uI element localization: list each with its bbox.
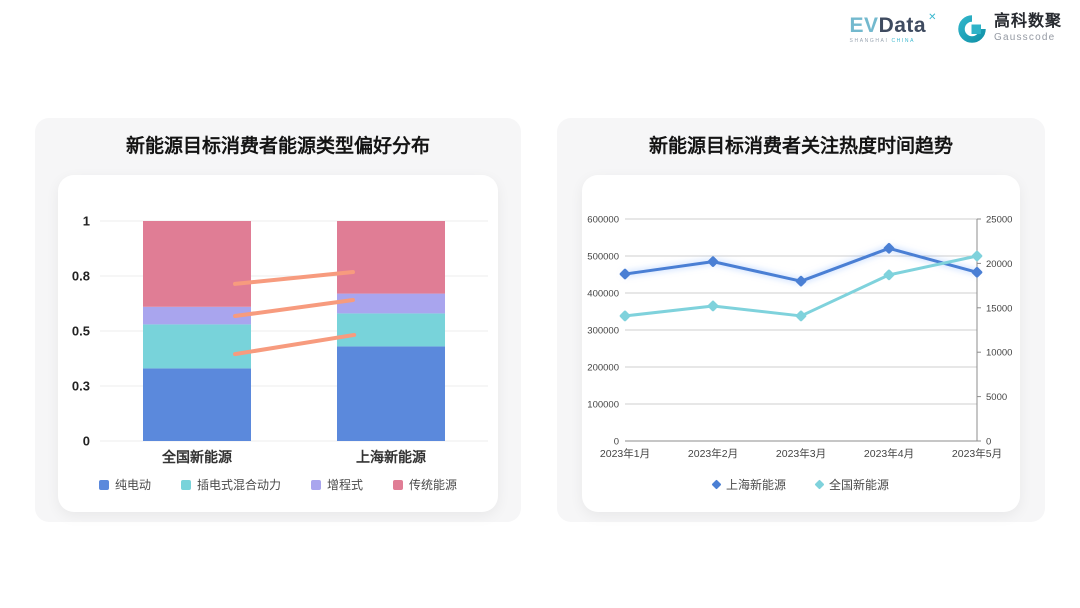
attention-trend-chart-title: 新能源目标消费者关注热度时间趋势 <box>648 136 953 157</box>
legend-diamond-swatch <box>814 479 825 490</box>
bar-segment[interactable] <box>337 313 445 347</box>
bar-segment[interactable] <box>143 324 251 369</box>
left-axis-label: 500000 <box>587 252 619 263</box>
connector-line <box>233 297 355 319</box>
attention-trend-chart-panel: 0 100000 200000 300000 400000 500000 600000 0 50… <box>582 175 1020 512</box>
x-category-label: 上海新能源 <box>356 449 426 465</box>
legend-item-纯电动[interactable]: 纯电动 <box>98 476 151 493</box>
evdata-logo: EV Data ✕ SHANGHAI CHINA <box>849 11 937 44</box>
data-point[interactable] <box>619 310 631 322</box>
legend-swatch <box>311 479 321 490</box>
legend-item-上海新能源[interactable]: 上海新能源 <box>711 476 786 493</box>
right-axis-label: 25000 <box>986 215 1012 226</box>
line-chart-legend: 上海新能源 全国新能源 <box>582 476 1020 493</box>
left-axis-label: 200000 <box>587 363 619 374</box>
legend-label: 全国新能源 <box>829 478 890 492</box>
data-point[interactable] <box>795 275 807 287</box>
legend-swatch <box>180 479 191 490</box>
right-axis-label: 5000 <box>986 392 1007 403</box>
gausscode-logo: 高科数聚 Gausscode <box>957 14 1062 44</box>
evdata-ev-text: EV <box>849 13 879 37</box>
left-axis-label: 100000 <box>587 400 619 411</box>
connector-line <box>233 270 355 286</box>
energy-preference-card: 新能源目标消费者能源类型偏好分布 0 0.3 0.5 0.8 1 全国新能源 上海新能源 纯… <box>35 118 521 522</box>
right-axis-label: 20000 <box>986 259 1012 270</box>
evdata-wordmark: EV Data ✕ <box>849 11 937 37</box>
gausscode-g-icon <box>958 15 986 43</box>
stacked-bar-chart-canvas[interactable]: 0 0.3 0.5 0.8 1 全国新能源 上海新能源 <box>58 175 498 475</box>
legend-label: 传统能源 <box>409 478 458 492</box>
data-point[interactable] <box>619 268 631 280</box>
x-axis-label: 2023年1月 <box>600 447 650 460</box>
left-axis-label: 600000 <box>587 215 619 226</box>
legend-swatch <box>98 479 109 490</box>
legend-swatch <box>393 479 404 490</box>
left-axis-label: 300000 <box>587 326 619 337</box>
bar-segment[interactable] <box>143 306 251 325</box>
bar-segment[interactable] <box>337 346 445 441</box>
evdata-subtext-shanghai: SHANGHAI <box>849 37 889 44</box>
data-point[interactable] <box>971 250 983 262</box>
y-tick-label: 0 <box>83 434 90 449</box>
bar-segment[interactable] <box>143 221 251 307</box>
energy-preference-chart-panel: 0 0.3 0.5 0.8 1 全国新能源 上海新能源 纯电动 插电式混合动力 增程式 传统能源 <box>58 175 498 512</box>
evdata-subtext-china: CHINA <box>891 37 916 44</box>
legend-item-插电式混合动力[interactable]: 插电式混合动力 <box>180 476 281 493</box>
right-axis-label: 0 <box>986 437 991 448</box>
data-point[interactable] <box>971 266 983 278</box>
y-tick-label: 0.3 <box>72 379 90 394</box>
x-axis-label: 2023年3月 <box>776 447 826 460</box>
legend-diamond-swatch <box>711 479 722 490</box>
data-point[interactable] <box>883 269 895 281</box>
data-point[interactable] <box>883 242 895 254</box>
gausscode-text: 高科数聚 Gausscode <box>994 14 1062 43</box>
bar-segment[interactable] <box>337 221 445 294</box>
x-axis-label: 2023年4月 <box>864 447 914 460</box>
legend-item-传统能源[interactable]: 传统能源 <box>393 476 457 493</box>
bar-segment[interactable] <box>143 368 251 441</box>
connector-line <box>233 332 357 357</box>
energy-preference-chart-title: 新能源目标消费者能源类型偏好分布 <box>125 136 430 157</box>
line-chart-canvas[interactable]: 0 100000 200000 300000 400000 500000 600000 0 50… <box>582 175 1020 475</box>
left-axis-label: 400000 <box>587 289 619 300</box>
data-point[interactable] <box>707 256 719 268</box>
gausscode-name-en: Gausscode <box>993 32 1056 44</box>
legend-label: 纯电动 <box>114 478 151 492</box>
x-axis-label: 2023年5月 <box>952 447 1002 460</box>
data-point[interactable] <box>795 310 807 322</box>
y-tick-label: 1 <box>83 214 90 229</box>
stacked-bar-legend: 纯电动 插电式混合动力 增程式 传统能源 <box>58 476 498 493</box>
legend-item-增程式[interactable]: 增程式 <box>311 476 363 493</box>
evdata-subtext: SHANGHAI CHINA <box>849 37 937 44</box>
evdata-data-text: Data <box>878 13 927 37</box>
right-axis-label: 10000 <box>986 348 1012 359</box>
y-tick-label: 0.5 <box>72 324 90 339</box>
brand-header: EV Data ✕ SHANGHAI CHINA 高科数聚 Gausscode <box>849 11 1062 44</box>
legend-label: 插电式混合动力 <box>196 478 281 492</box>
legend-item-全国新能源[interactable]: 全国新能源 <box>814 476 890 493</box>
bar-segment[interactable] <box>337 293 445 314</box>
attention-trend-card: 新能源目标消费者关注热度时间趋势 0 100000 200000 300000 4000… <box>557 118 1045 522</box>
legend-label: 上海新能源 <box>725 478 786 492</box>
evdata-x-icon: ✕ <box>928 11 937 23</box>
legend-label: 增程式 <box>327 478 364 492</box>
x-category-label: 全国新能源 <box>161 449 232 465</box>
left-axis-label: 0 <box>614 437 619 448</box>
y-tick-label: 0.8 <box>72 269 90 284</box>
x-axis-label: 2023年2月 <box>688 447 738 460</box>
right-axis-label: 15000 <box>986 303 1012 314</box>
gausscode-name-cn: 高科数聚 <box>993 13 1062 31</box>
data-point[interactable] <box>707 300 719 312</box>
